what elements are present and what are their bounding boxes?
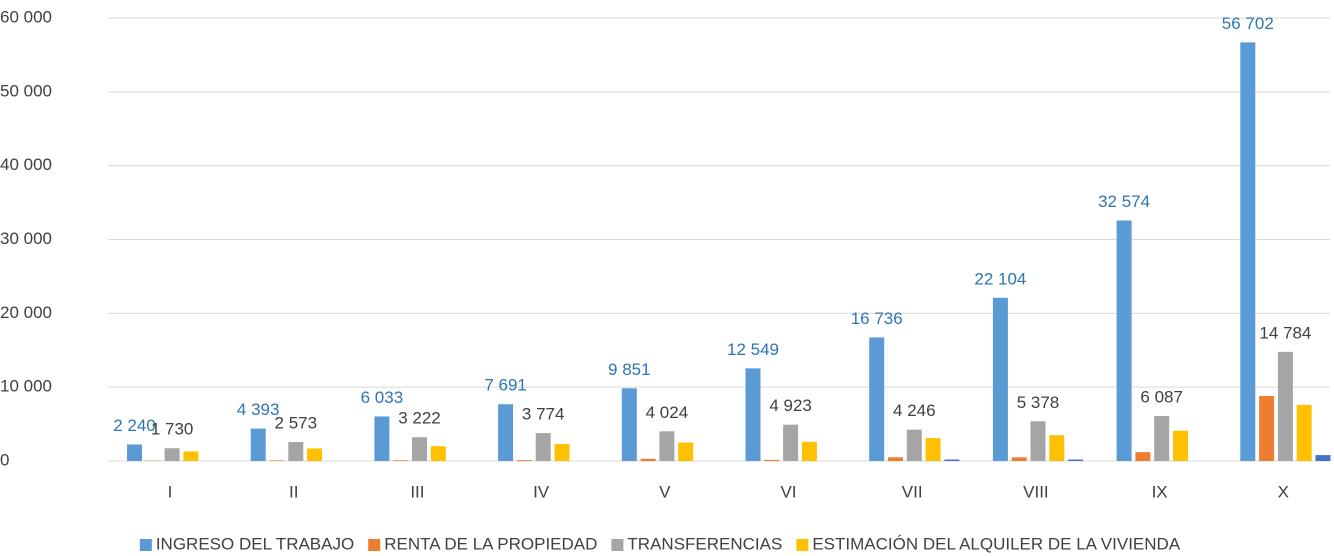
y-tick-label: 50 000	[0, 81, 52, 100]
bar	[250, 428, 266, 461]
bar	[127, 444, 142, 461]
bar	[992, 297, 1008, 461]
bar	[621, 388, 637, 461]
bar	[393, 460, 409, 461]
data-label: 22 104	[974, 269, 1026, 288]
bar	[1049, 435, 1065, 461]
bar	[1259, 396, 1275, 461]
bar	[678, 442, 694, 461]
y-tick-label: 60 000	[0, 7, 52, 26]
data-label: 4 246	[893, 401, 936, 420]
data-label: 32 574	[1098, 192, 1150, 211]
x-tick-label: X	[1278, 482, 1289, 501]
bar	[888, 457, 903, 461]
bar	[307, 448, 323, 461]
bar	[498, 404, 514, 461]
bar	[1154, 416, 1170, 461]
bar	[1011, 457, 1027, 461]
bar	[1315, 455, 1331, 461]
data-label: 6 033	[361, 388, 404, 407]
bar	[1240, 42, 1256, 462]
legend-swatch	[368, 539, 381, 551]
data-label: 5 378	[1017, 393, 1060, 412]
bar	[745, 368, 761, 461]
legend-label: RENTA DE LA PROPIEDAD	[384, 534, 597, 553]
bar	[783, 424, 799, 461]
bar	[1116, 220, 1132, 461]
bar	[288, 442, 304, 461]
bar	[535, 433, 551, 461]
bar	[164, 448, 180, 461]
y-tick-label: 10 000	[0, 377, 52, 396]
bar	[659, 431, 675, 461]
data-label: 3 222	[398, 409, 441, 428]
data-label: 1 730	[151, 420, 194, 439]
bar	[925, 438, 941, 461]
y-tick-label: 0	[0, 450, 9, 469]
data-label: 2 573	[275, 413, 318, 432]
bar	[1277, 351, 1293, 461]
data-label: 12 549	[727, 340, 779, 359]
bar	[1068, 459, 1084, 461]
data-label: 3 774	[522, 405, 565, 424]
bar	[906, 429, 922, 461]
x-tick-label: V	[659, 482, 671, 501]
x-tick-label: VIII	[1023, 482, 1049, 501]
x-tick-label: I	[168, 482, 173, 501]
x-tick-label: VI	[780, 482, 796, 501]
x-tick-label: III	[410, 482, 424, 501]
x-tick-label: IV	[533, 482, 550, 501]
bar	[640, 458, 656, 461]
data-label: 9 851	[608, 360, 651, 379]
x-tick-label: VII	[902, 482, 923, 501]
data-label: 2 240	[113, 416, 156, 435]
bar	[183, 451, 199, 461]
legend-swatch	[139, 539, 152, 551]
x-tick-label: IX	[1152, 482, 1168, 501]
bar	[554, 444, 570, 461]
bar	[430, 446, 446, 461]
bar	[412, 437, 427, 461]
bar	[869, 337, 885, 461]
legend-label: TRANSFERENCIAS	[627, 534, 782, 553]
data-label: 14 784	[1259, 323, 1311, 342]
bar	[944, 459, 960, 461]
data-label: 7 691	[484, 376, 527, 395]
legend-label: ESTIMACIÓN DEL ALQUILER DE LA VIVIENDA	[812, 534, 1180, 553]
y-tick-label: 20 000	[0, 303, 52, 322]
bar	[1296, 404, 1312, 461]
data-label: 4 024	[646, 403, 689, 422]
bar	[1173, 430, 1188, 461]
data-label: 4 923	[769, 396, 812, 415]
legend-label: INGRESO DEL TRABAJO	[156, 534, 354, 553]
data-label: 56 702	[1222, 14, 1274, 33]
y-tick-label: 30 000	[0, 229, 52, 248]
bar	[269, 460, 285, 461]
bar	[764, 459, 780, 461]
bar	[374, 416, 390, 461]
legend-swatch	[796, 539, 809, 551]
bar	[516, 460, 532, 461]
bar	[801, 441, 817, 461]
data-label: 16 736	[851, 309, 903, 328]
bar	[1030, 421, 1046, 461]
data-label: 6 087	[1140, 388, 1183, 407]
y-tick-label: 40 000	[0, 155, 52, 174]
x-tick-label: II	[289, 482, 298, 501]
legend-swatch	[611, 539, 624, 551]
data-label: 4 393	[237, 400, 280, 419]
bar	[1135, 452, 1151, 461]
